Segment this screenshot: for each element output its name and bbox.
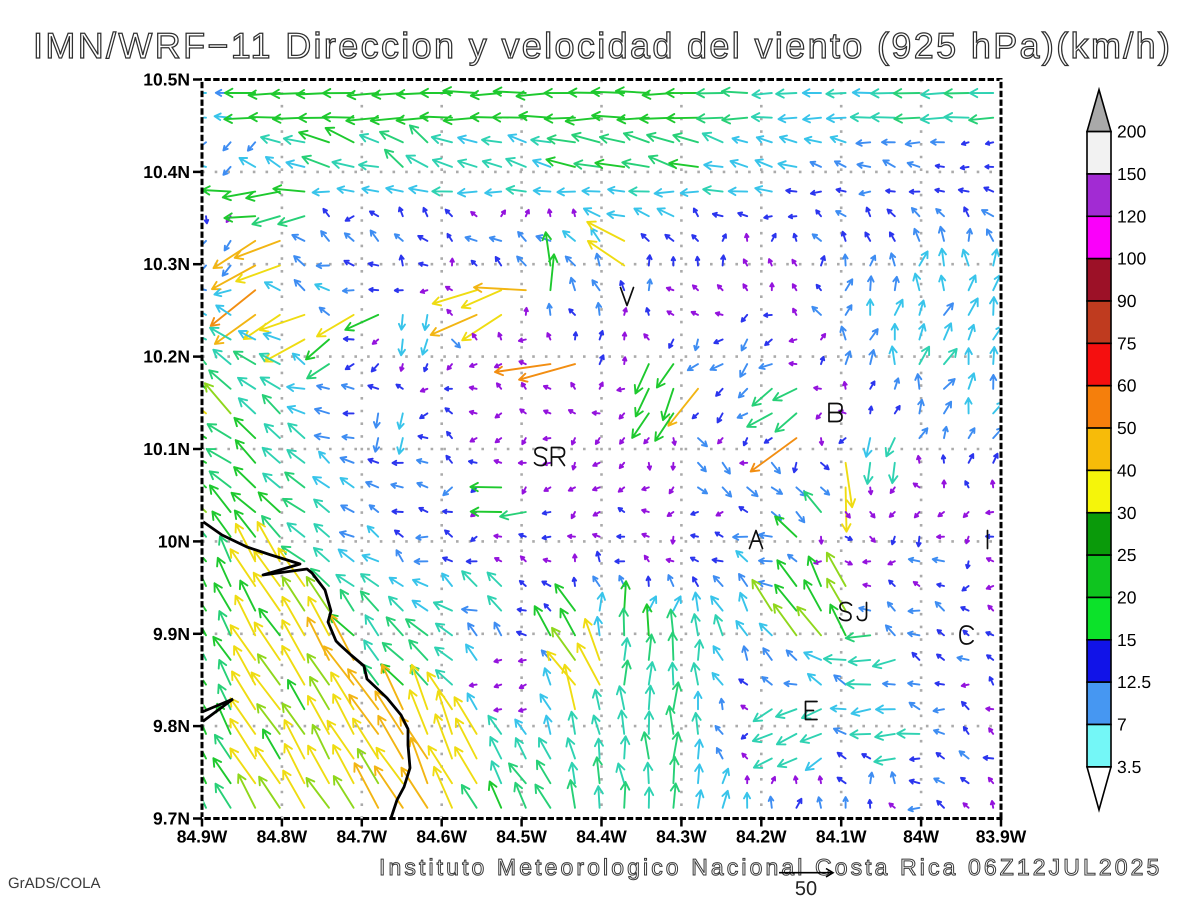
- svg-text:15: 15: [1117, 630, 1136, 650]
- svg-text:84.9W: 84.9W: [177, 827, 228, 847]
- svg-text:60: 60: [1117, 376, 1137, 396]
- svg-text:10.2N: 10.2N: [143, 347, 190, 367]
- svg-text:IMN/WRF−11 Direccion y velocid: IMN/WRF−11 Direccion y velocidad del vie…: [33, 25, 1172, 66]
- svg-text:200: 200: [1117, 122, 1146, 142]
- svg-text:30: 30: [1117, 503, 1137, 523]
- svg-text:84.2W: 84.2W: [736, 827, 787, 847]
- svg-text:10.5N: 10.5N: [143, 70, 190, 90]
- svg-text:25: 25: [1117, 545, 1136, 565]
- svg-text:GrADS/COLA: GrADS/COLA: [8, 875, 101, 892]
- svg-text:150: 150: [1117, 164, 1146, 184]
- svg-text:75: 75: [1117, 333, 1136, 353]
- svg-text:50: 50: [1117, 418, 1137, 438]
- svg-text:50: 50: [795, 878, 817, 900]
- svg-text:90: 90: [1117, 291, 1137, 311]
- svg-text:84.5W: 84.5W: [496, 827, 547, 847]
- svg-text:9.9N: 9.9N: [153, 624, 190, 644]
- svg-text:10N: 10N: [158, 531, 190, 551]
- svg-text:3.5: 3.5: [1117, 757, 1141, 777]
- svg-text:9.7N: 9.7N: [153, 809, 190, 829]
- svg-text:10.4N: 10.4N: [143, 162, 190, 182]
- svg-text:10.3N: 10.3N: [143, 254, 190, 274]
- svg-text:84.8W: 84.8W: [257, 827, 308, 847]
- svg-text:84.6W: 84.6W: [416, 827, 467, 847]
- svg-text:40: 40: [1117, 460, 1137, 480]
- svg-text:83.9W: 83.9W: [976, 827, 1027, 847]
- svg-text:20: 20: [1117, 588, 1137, 608]
- svg-text:84.4W: 84.4W: [576, 827, 627, 847]
- svg-text:Instituto Meteorologico Nacion: Instituto Meteorologico Nacional Costa R…: [379, 854, 1162, 880]
- svg-text:100: 100: [1117, 249, 1146, 269]
- svg-text:9.8N: 9.8N: [153, 716, 190, 736]
- svg-text:84.1W: 84.1W: [816, 827, 867, 847]
- svg-text:10.1N: 10.1N: [143, 439, 190, 459]
- svg-text:120: 120: [1117, 206, 1146, 226]
- svg-text:84.3W: 84.3W: [656, 827, 707, 847]
- svg-text:84.7W: 84.7W: [337, 827, 388, 847]
- svg-text:12.5: 12.5: [1117, 672, 1151, 692]
- svg-text:7: 7: [1117, 715, 1127, 735]
- svg-text:84W: 84W: [903, 827, 939, 847]
